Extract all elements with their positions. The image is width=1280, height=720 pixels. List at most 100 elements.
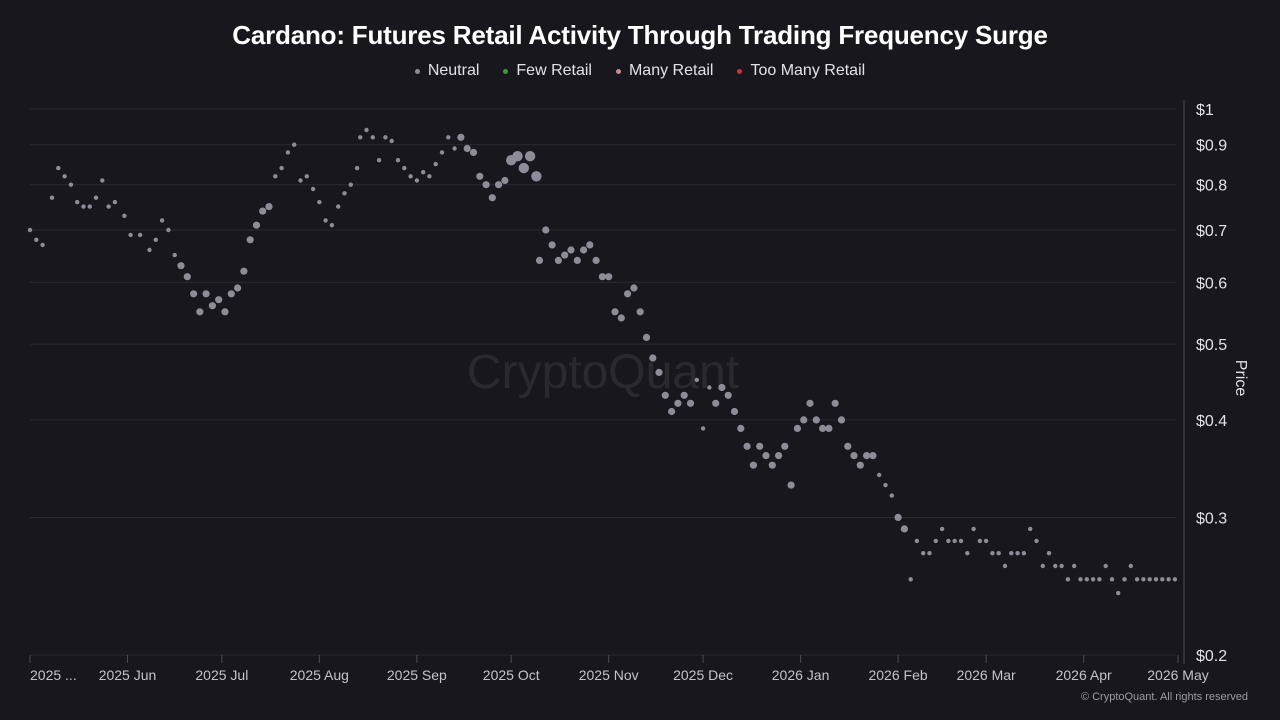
x-tick-label: 2025 Aug [290,667,349,683]
data-point [756,442,764,450]
data-point [983,538,989,544]
data-point [433,161,438,167]
x-tick-label: 2026 Feb [868,667,927,683]
y-tick-label: $0.4 [1196,413,1227,430]
data-point [265,203,273,211]
data-point [75,199,80,205]
data-point [624,290,632,298]
legend-marker-too-many-retail [737,68,743,74]
data-point [427,174,432,179]
data-point [617,314,625,322]
data-point [395,158,401,163]
data-point [1128,563,1134,569]
data-point [159,218,165,223]
data-point [336,204,341,209]
data-point [1040,563,1046,569]
data-point [819,424,827,432]
data-point [56,165,61,171]
data-point [177,262,185,270]
data-point [877,472,882,478]
data-point [927,551,932,556]
data-point [1078,577,1083,582]
y-tick-label: $0.2 [1196,648,1227,665]
data-point [1141,577,1146,582]
data-point [166,227,171,233]
data-point [598,273,607,281]
data-point [592,256,600,264]
y-tick-label: $1 [1196,102,1214,119]
chart-legend: Neutral Few Retail Many Retail Too Many … [0,62,1280,80]
data-point [153,237,158,242]
data-point [768,461,776,469]
data-point [252,221,261,229]
y-tick-label: $0.9 [1196,138,1227,155]
data-point [1122,577,1127,582]
data-point [342,191,347,196]
data-point [1046,551,1052,556]
data-point [762,452,770,460]
data-point [1172,577,1178,582]
data-point [463,144,471,153]
data-point [586,241,594,249]
data-point [106,204,111,209]
data-point [457,133,465,141]
chart-title: Cardano: Futures Retail Activity Through… [232,20,1048,50]
data-point [694,377,699,383]
x-tick-label: 2025 ... [30,667,77,683]
data-point [730,407,739,416]
data-point [781,442,789,450]
legend-item-many-retail[interactable]: Many Retail [615,62,713,80]
data-point [482,181,490,189]
data-point [971,526,976,532]
x-tick-label: 2025 Dec [673,667,733,683]
data-point [655,368,663,376]
data-point [93,195,99,200]
data-point [87,204,93,209]
data-point [724,391,732,399]
data-point [531,171,542,182]
data-point [408,174,413,179]
legend-item-too-many-retail[interactable]: Too Many Retail [737,62,865,80]
gridlines [29,108,1179,663]
x-tick-label: 2025 Sep [387,667,447,683]
data-point [389,138,394,144]
data-point [354,165,360,171]
x-tick-label: 2026 May [1147,667,1208,683]
data-point [977,538,983,544]
data-point [787,481,795,489]
data-point [495,181,503,189]
data-point [1134,577,1140,582]
data-point [642,333,651,341]
data-point [630,284,638,292]
data-point [580,246,588,254]
data-point [446,135,451,140]
data-point [661,391,669,399]
data-point [1153,577,1159,582]
legend-item-few-retail[interactable]: Few Retail [503,62,592,80]
data-point [996,551,1001,556]
data-point [298,178,303,183]
data-point [246,236,254,244]
legend-item-neutral[interactable]: Neutral [414,62,479,80]
data-point [680,391,688,399]
data-point [358,135,363,140]
data-point [869,452,877,460]
data-point [1034,538,1039,544]
data-point [908,577,913,582]
data-point [573,256,581,264]
data-point [128,232,133,238]
data-point [376,158,382,163]
data-point [883,482,888,488]
data-point [122,213,127,218]
data-point [1116,590,1121,596]
data-point [304,174,309,179]
data-point [712,399,720,407]
data-point [273,174,278,179]
data-point [147,247,152,253]
legend-marker-neutral [414,68,420,74]
data-point [806,399,814,407]
data-point [856,461,864,469]
x-tick-label: 2025 Oct [483,667,540,683]
data-point [894,513,902,522]
data-point [310,186,316,192]
